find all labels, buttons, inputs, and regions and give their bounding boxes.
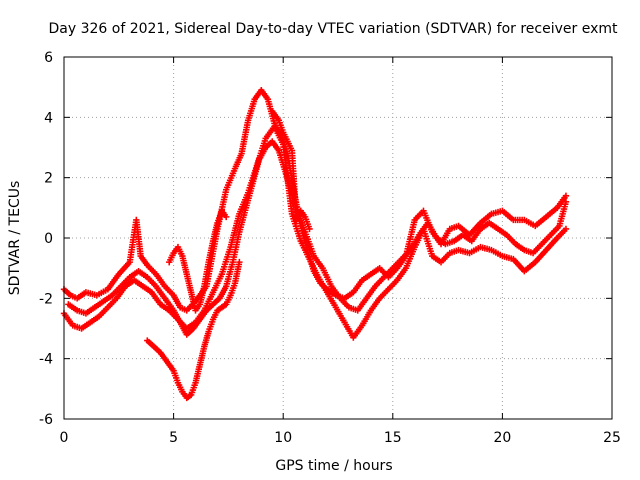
data-point xyxy=(562,198,570,205)
data-point xyxy=(306,225,313,233)
y-tick-label: -2 xyxy=(39,291,53,307)
y-tick-labels: -6 -4 -2 0 2 4 6 xyxy=(39,50,53,428)
data-point xyxy=(236,258,243,266)
x-tick-labels: 0 5 10 15 20 25 xyxy=(60,430,621,446)
y-tick-label: 6 xyxy=(44,50,53,66)
x-tick-label: 0 xyxy=(60,430,69,446)
y-tick-label: 2 xyxy=(44,171,53,187)
data-point xyxy=(223,213,230,221)
y-tick-label: 4 xyxy=(44,110,53,126)
plot-frame xyxy=(63,56,613,420)
grid xyxy=(64,57,612,419)
y-axis-label: SDTVAR / TECUs xyxy=(7,181,23,296)
x-tick-label: 20 xyxy=(493,430,511,446)
x-tick-label: 5 xyxy=(169,430,178,446)
y-tick-label: 0 xyxy=(44,231,53,247)
x-tick-label: 15 xyxy=(384,430,402,446)
x-tick-label: 10 xyxy=(274,430,292,446)
data-point xyxy=(562,192,570,199)
x-tick-label: 25 xyxy=(603,430,621,446)
chart-title: Day 326 of 2021, Sidereal Day-to-day VTE… xyxy=(49,21,619,37)
y-tick-label: -6 xyxy=(39,412,53,428)
y-tick-label: -4 xyxy=(39,352,53,368)
tick-marks xyxy=(63,56,613,420)
x-axis-label: GPS time / hours xyxy=(275,458,392,474)
data-points xyxy=(60,86,570,402)
data-point xyxy=(562,225,570,233)
